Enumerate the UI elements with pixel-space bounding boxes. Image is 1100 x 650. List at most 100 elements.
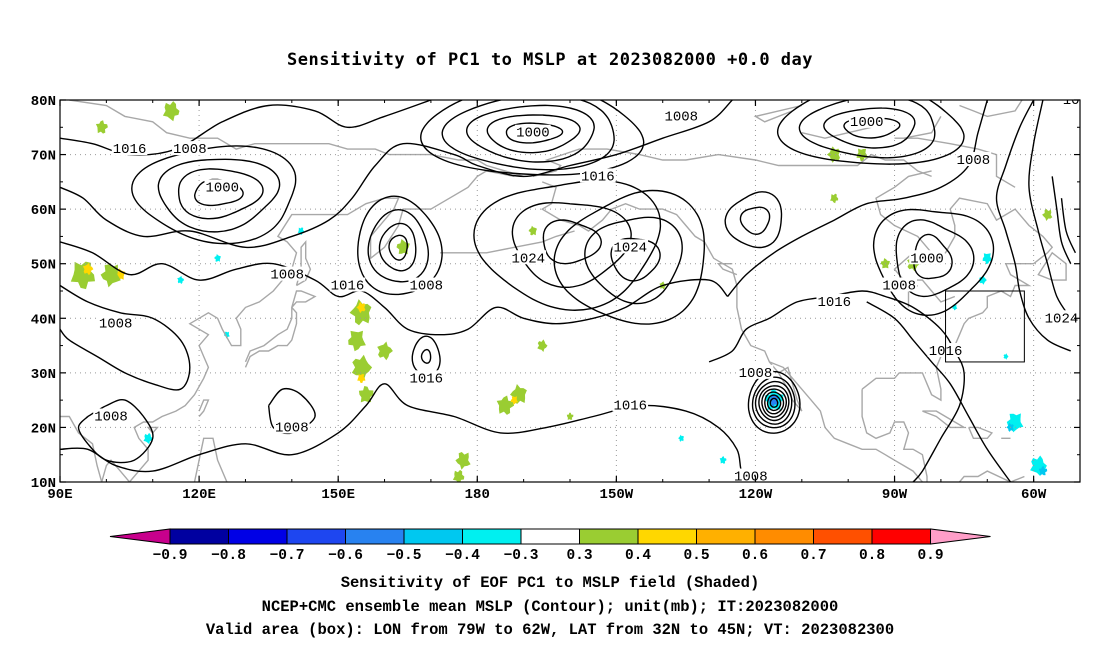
shaded-cell (1042, 209, 1053, 221)
contour-label: 1024 (511, 251, 545, 267)
colorbar-label: 0.6 (742, 548, 768, 564)
contour-label: 1016 (613, 399, 647, 415)
colorbar-label: −0.3 (504, 548, 539, 564)
coastline-segment (968, 426, 994, 439)
caption-contour: NCEP+CMC ensemble mean MSLP (Contour); u… (261, 598, 839, 616)
colorbar-label: 0.4 (625, 548, 651, 564)
contour-label: 102 (1063, 93, 1088, 109)
coastline-segment (60, 415, 103, 482)
contour-label: 1008 (99, 317, 133, 333)
contour-label: 1016 (581, 169, 615, 185)
colorbar-label: −0.8 (211, 548, 246, 564)
isobar (1060, 198, 1077, 254)
coastline-segment (146, 426, 159, 434)
colorbar-swatch (169, 528, 229, 545)
contour-label-bg (274, 419, 310, 434)
isobar (441, 100, 615, 171)
colorbar-swatch (754, 528, 814, 545)
isobar (267, 387, 316, 435)
contour-label-bg (663, 108, 700, 123)
contour-label: 1008 (957, 153, 991, 169)
coastline-segment (769, 361, 923, 482)
shaded-cell (162, 101, 180, 122)
isobar (466, 104, 595, 163)
shaded-cell (768, 393, 779, 407)
contour-label-bg (93, 408, 129, 423)
coastline-segment (244, 290, 317, 368)
contour-label-bg (408, 277, 445, 292)
isobar (60, 100, 432, 156)
lon-tick-label: 150W (600, 487, 634, 503)
colorbar-label: −0.4 (445, 548, 480, 564)
lat-tick-label: 60N (31, 203, 56, 219)
isobar (542, 219, 603, 265)
lon-tick-label: 60W (1021, 487, 1047, 503)
colorbar: −0.9 −0.8 −0.7 −0.6 −0.5 −0.4 −0.3 0.3 0.4 0.5 0.6… (109, 528, 991, 564)
shaded-cell (356, 301, 366, 314)
colorbar-label: −0.9 (153, 548, 188, 564)
coastline-segment (101, 459, 131, 482)
coastline-segment (861, 389, 928, 482)
lon-tick-label: 120E (182, 487, 216, 503)
shaded-cell (1003, 353, 1009, 360)
lat-tick-label: 20N (31, 421, 56, 437)
shaded-cell (830, 193, 839, 204)
coastline-segment (716, 263, 738, 276)
isobar (60, 241, 729, 336)
shaded-cell (348, 330, 366, 352)
contour-label-bg (816, 293, 853, 308)
contour-label: 1000 (516, 126, 550, 142)
lon-tick-label: 180 (465, 487, 490, 503)
coastline-segment (894, 137, 1016, 188)
coastline-segment (903, 116, 942, 139)
contour-label: 1008 (734, 470, 768, 486)
contour-label-bg (580, 168, 616, 183)
lat-tick-label: 80N (31, 94, 56, 110)
shaded-cell (455, 452, 471, 470)
lon-tick-label: 90E (47, 487, 72, 503)
isobar (747, 370, 801, 434)
colorbar-swatch (696, 528, 756, 545)
colorbar-label: 0.8 (859, 548, 885, 564)
shaded-cell (297, 227, 305, 235)
isobar (751, 376, 796, 429)
contour-label: 1008 (739, 366, 773, 382)
shaded-cell (528, 225, 537, 236)
coastline-segment (958, 470, 1025, 482)
isobar (708, 290, 965, 482)
contour-label-bg (881, 277, 917, 292)
contour-label-bg (955, 152, 992, 167)
isobar (1051, 176, 1072, 264)
caption-shading: Sensitivity of EOF PC1 to MSLP field (Sh… (340, 574, 760, 592)
colorbar-label: 0.3 (566, 548, 592, 564)
shaded-cell (719, 456, 727, 464)
lon-tick-label: 150E (321, 487, 355, 503)
colorbar-swatch (345, 528, 405, 545)
isobar (995, 100, 1071, 352)
contour-label-bg (97, 315, 134, 330)
isobar (724, 191, 783, 249)
contour-label: 1008 (173, 142, 207, 158)
contour-label: 1016 (113, 142, 147, 158)
isobar (798, 100, 936, 159)
isobar (505, 122, 564, 144)
coastline-segment (1037, 251, 1067, 281)
isobar (739, 206, 771, 235)
shaded-cell (537, 339, 548, 352)
contour-label: 1016 (331, 279, 365, 295)
shaded-cell (496, 395, 515, 415)
shaded-cell (214, 254, 221, 262)
shaded-cell (856, 148, 868, 162)
contour-label: 1024 (1045, 311, 1079, 327)
coastline-segment (540, 181, 803, 412)
isobar (758, 385, 790, 422)
contour-label-bg (1061, 100, 1080, 106)
shaded-cell (358, 386, 374, 403)
shaded-cell (1038, 466, 1048, 476)
isobar (776, 100, 965, 165)
contour-label-bg (269, 266, 305, 281)
contour-label: 1008 (409, 279, 443, 295)
valid-area-box (945, 290, 1025, 363)
colorbar-swatch (462, 528, 522, 545)
